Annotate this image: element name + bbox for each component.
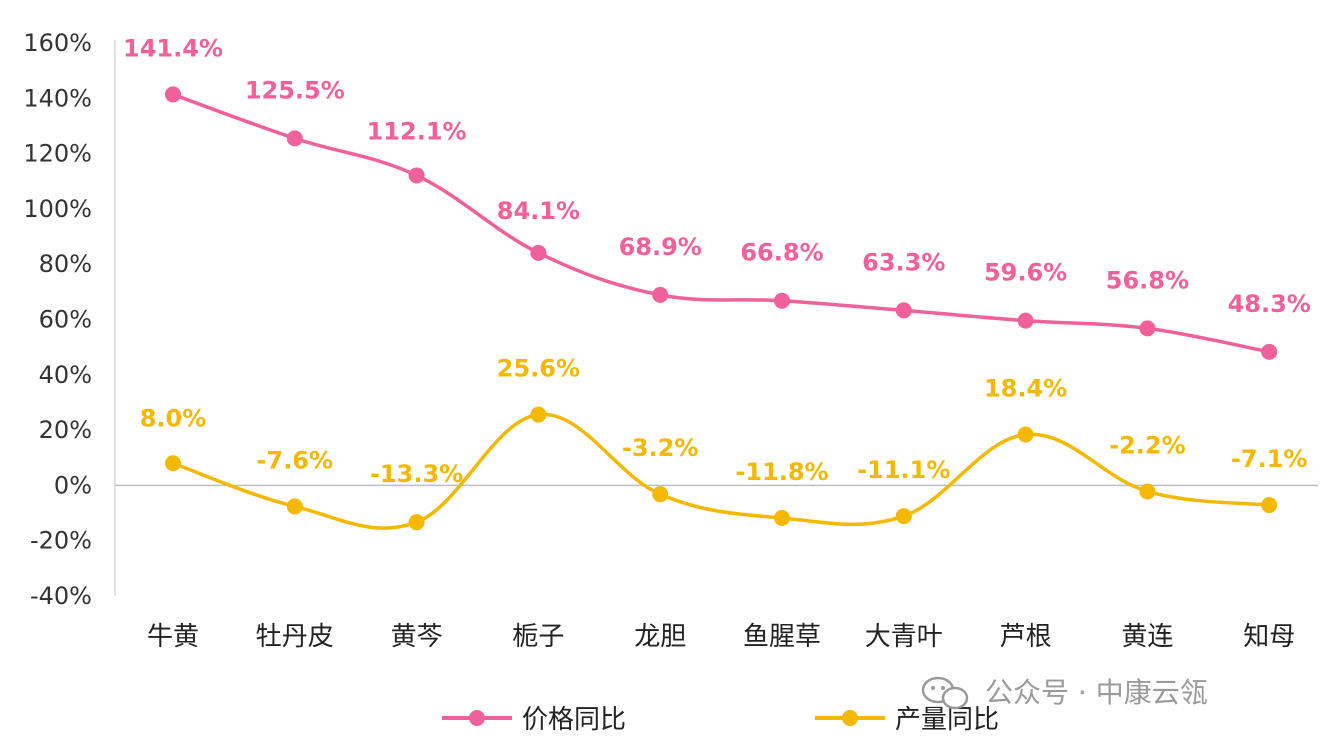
y-tick-label: 0% xyxy=(54,471,92,499)
series-line-0 xyxy=(171,92,1271,354)
data-label-1: -3.2% xyxy=(622,434,699,462)
series-lines xyxy=(171,92,1271,530)
axes xyxy=(114,40,1318,596)
data-point-0[interactable] xyxy=(1261,343,1278,360)
x-category-label: 大青叶 xyxy=(865,622,943,652)
x-category-label: 栀子 xyxy=(512,622,564,652)
data-label-0: 59.6% xyxy=(984,259,1067,287)
x-category-label: 黄芩 xyxy=(391,622,443,652)
data-point-1[interactable] xyxy=(1139,483,1156,500)
data-point-1[interactable] xyxy=(408,514,425,531)
y-tick-label: 140% xyxy=(23,84,92,112)
data-label-0: 63.3% xyxy=(862,248,945,276)
watermark: 公众号 · 中康云瓴 xyxy=(921,676,1208,710)
legend-item-price[interactable]: 价格同比 xyxy=(442,705,626,735)
y-tick-label: 80% xyxy=(39,250,92,278)
data-label-1: 25.6% xyxy=(497,355,580,383)
x-category-label: 黄连 xyxy=(1121,622,1173,652)
y-tick-label: 160% xyxy=(23,29,92,57)
data-labels: 141.4% 125.5% 112.1% 84.1% 68.9% 66.8% 63.3% 59… xyxy=(123,34,1311,488)
data-point-1[interactable] xyxy=(286,498,303,515)
data-point-1[interactable] xyxy=(1261,497,1278,514)
y-tick-label: -20% xyxy=(30,527,92,555)
data-label-1: -7.6% xyxy=(257,446,334,474)
y-tick-labels: 160% 140% 120% 100% 80% 60% 40% 20% 0% -20% -40% xyxy=(23,29,92,610)
data-label-0: 56.8% xyxy=(1106,266,1189,294)
data-point-0[interactable] xyxy=(408,167,425,184)
data-point-1[interactable] xyxy=(1017,426,1034,443)
x-category-label: 知母 xyxy=(1243,622,1295,652)
data-label-0: 68.9% xyxy=(619,233,702,261)
legend-label-price: 价格同比 xyxy=(522,705,626,735)
data-label-1: -11.1% xyxy=(857,456,950,484)
data-point-1[interactable] xyxy=(774,510,790,527)
legend-marker-output xyxy=(842,710,858,726)
legend: 价格同比 产量同比 xyxy=(442,705,999,735)
x-category-labels: 牛黄 牡丹皮 黄芩 栀子 龙胆 鱼腥草 大青叶 芦根 黄连 知母 xyxy=(147,622,1295,652)
wechat-icon xyxy=(921,676,969,710)
x-category-label: 龙胆 xyxy=(634,622,686,652)
series-points xyxy=(165,86,1278,531)
data-label-0: 125.5% xyxy=(245,76,345,104)
x-category-label: 芦根 xyxy=(1000,622,1052,652)
data-label-1: -2.2% xyxy=(1109,431,1186,459)
data-point-0[interactable] xyxy=(1139,320,1156,337)
data-point-0[interactable] xyxy=(895,302,912,319)
y-tick-label: -40% xyxy=(30,582,92,610)
data-point-0[interactable] xyxy=(774,292,790,309)
data-point-0[interactable] xyxy=(1017,312,1034,329)
data-point-1[interactable] xyxy=(165,455,181,472)
data-label-0: 141.4% xyxy=(123,34,223,62)
data-point-0[interactable] xyxy=(286,130,303,147)
data-label-1: -13.3% xyxy=(370,460,463,488)
y-tick-label: 60% xyxy=(39,306,92,334)
x-category-label: 鱼腥草 xyxy=(743,622,821,652)
data-label-1: -11.8% xyxy=(735,458,828,486)
data-point-1[interactable] xyxy=(895,508,912,525)
data-point-0[interactable] xyxy=(165,86,181,103)
data-label-0: 84.1% xyxy=(497,197,580,225)
data-point-1[interactable] xyxy=(530,406,547,423)
data-label-0: 112.1% xyxy=(367,117,467,145)
legend-label-output: 产量同比 xyxy=(895,705,999,735)
legend-item-output[interactable]: 产量同比 xyxy=(815,705,999,735)
data-label-0: 48.3% xyxy=(1228,290,1311,318)
y-tick-label: 40% xyxy=(39,361,92,389)
data-label-1: 8.0% xyxy=(140,404,207,432)
series-line-1 xyxy=(171,412,1271,530)
data-point-0[interactable] xyxy=(530,244,547,261)
data-label-0: 66.8% xyxy=(740,239,823,267)
y-tick-label: 120% xyxy=(23,140,92,168)
data-point-1[interactable] xyxy=(652,486,669,503)
y-tick-label: 20% xyxy=(39,416,92,444)
data-label-1: -7.1% xyxy=(1231,445,1308,473)
data-point-0[interactable] xyxy=(652,286,669,303)
x-category-label: 牛黄 xyxy=(147,622,199,652)
x-category-label: 牡丹皮 xyxy=(256,622,334,652)
watermark-text: 公众号 · 中康云瓴 xyxy=(985,676,1208,709)
legend-marker-price xyxy=(469,710,485,726)
y-tick-label: 100% xyxy=(23,195,92,223)
data-label-1: 18.4% xyxy=(984,375,1067,403)
